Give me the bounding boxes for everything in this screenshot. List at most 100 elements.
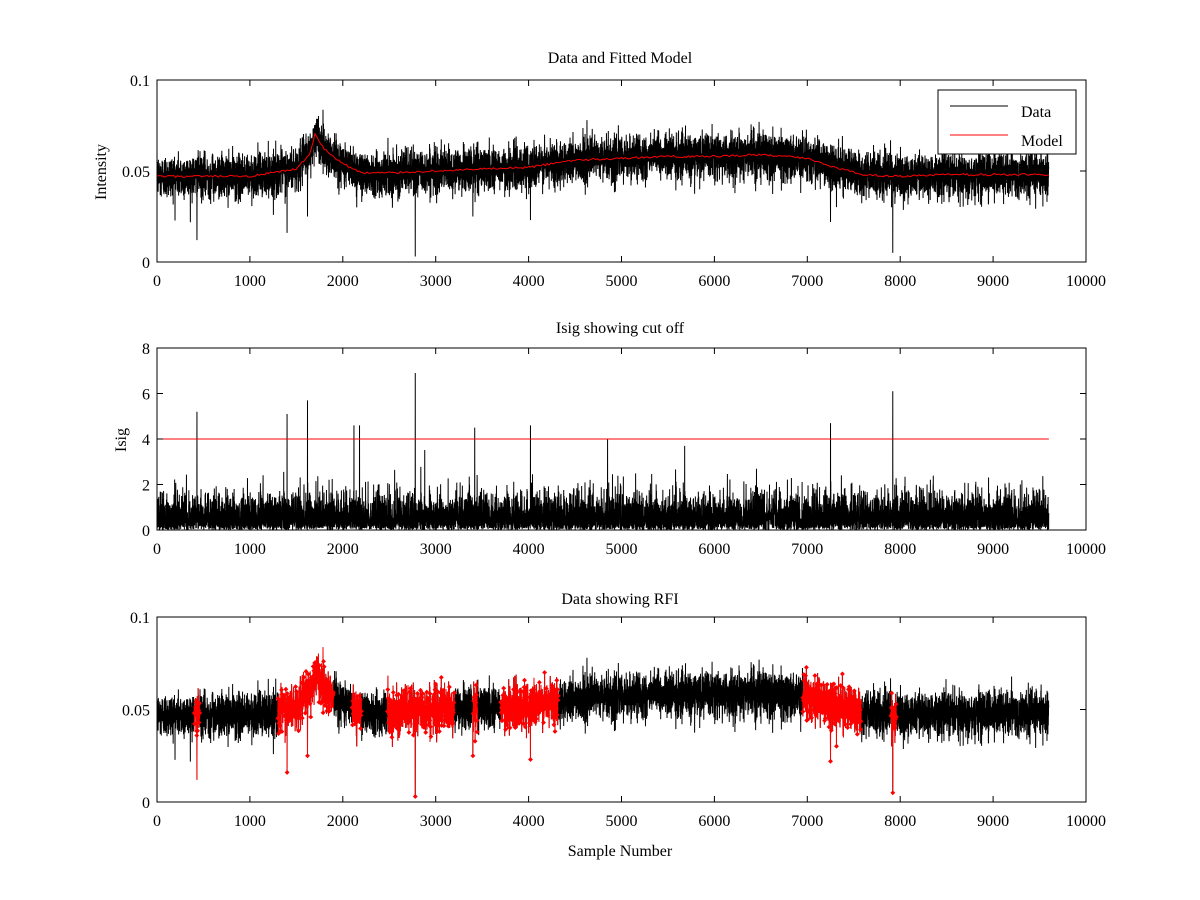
rfi-marker [552,710,558,715]
rfi-markers [800,664,864,764]
rfi-marker [516,718,522,724]
rfi-marker [828,727,834,733]
rfi-marker [818,704,824,710]
rfi-marker [803,664,809,670]
rfi-marker [287,708,293,714]
rfi-marker [419,694,425,700]
rfi-marker [331,690,336,696]
y-tick-label: 0 [142,795,150,812]
rfi-marker [301,674,307,680]
rfi-marker [318,682,324,688]
rfi-marker [552,728,558,734]
x-tick-label: 9000 [977,541,1009,558]
rfi-marker [445,723,451,729]
rfi-marker [811,707,817,713]
rfi-marker [356,717,362,723]
rfi-marker [843,697,849,703]
rfi-marker [520,721,526,727]
rfi-marker [555,697,561,703]
rfi-marker [889,705,895,711]
rfi-marker [196,720,202,726]
rfi-marker [504,706,510,712]
y-tick-label: 4 [142,432,150,449]
rfi-marker [322,689,328,695]
rfi-marker [855,697,861,703]
rfi-marker [501,685,507,691]
rfi-marker [470,753,476,759]
rfi-marker [294,689,300,695]
rfi-marker [891,710,897,716]
x-tick-label: 10000 [1066,541,1106,558]
rfi-marker [322,703,328,709]
rfi-marker [529,700,535,706]
rfi-marker [305,753,310,759]
rfi-marker [450,720,456,726]
rfi-marker [847,698,853,704]
rfi-marker [853,702,859,708]
rfi-marker [391,723,397,729]
rfi-marker [834,711,840,717]
rfi-marker [407,689,413,695]
rfi-marker [446,684,452,690]
rfi-markers [888,690,899,796]
rfi-marker [847,687,853,693]
rfi-marker [472,708,478,714]
rfi-marker [850,700,856,706]
x-tick-label: 2000 [327,813,359,830]
rfi-marker [428,734,434,740]
rfi-marker [194,733,200,738]
rfi-marker [892,724,898,730]
y-tick-label: 6 [142,387,150,404]
rfi-marker [358,726,364,731]
rfi-marker [357,697,363,703]
rfi-marker [807,706,813,712]
rfi-markers [498,670,561,762]
rfi-marker [429,708,435,714]
rfi-marker [293,703,299,709]
rfi-marker [451,690,457,696]
rfi-marker [384,708,390,714]
rfi-marker [428,724,433,730]
rfi-marker [541,720,546,726]
rfi-marker [302,695,308,701]
rfi-marker [554,712,560,718]
rfi-marker [522,677,527,683]
rfi-marker [550,714,556,720]
rfi-markers [275,658,336,775]
rfi-marker [196,700,202,706]
rfi-marker [389,734,395,740]
rfi-marker [549,683,555,688]
rfi-marker [286,703,291,709]
rfi-marker [313,659,319,665]
x-tick-label: 8000 [884,813,916,830]
rfi-marker [839,671,845,677]
y-tick-label: 0 [142,255,150,272]
rfi-marker [400,697,406,702]
rfi-marker [849,694,855,700]
rfi-markers [349,693,364,731]
x-tick-label: 1000 [234,541,266,558]
rfi-marker [397,712,403,718]
rfi-marker [812,673,818,679]
rfi-marker [357,693,362,699]
rfi-marker [308,714,314,720]
rfi-marker [832,708,838,714]
rfi-marker [825,702,831,708]
rfi-marker [424,689,430,695]
rfi-marker [403,690,409,696]
rfi-marker [444,707,449,713]
rfi-marker [502,702,508,708]
rfi-marker [507,725,513,731]
rfi-marker [350,722,355,728]
y-tick-label: 2 [142,478,150,495]
rfi-marker [851,688,857,694]
rfi-marker [297,707,303,713]
rfi-marker [193,704,199,710]
rfi-markers [470,682,480,759]
rfi-marker [402,700,407,706]
rfi-marker [420,691,426,697]
rfi-marker [517,695,523,701]
rfi-marker [293,684,299,690]
rfi-marker [321,664,327,670]
rfi-marker [554,677,560,683]
